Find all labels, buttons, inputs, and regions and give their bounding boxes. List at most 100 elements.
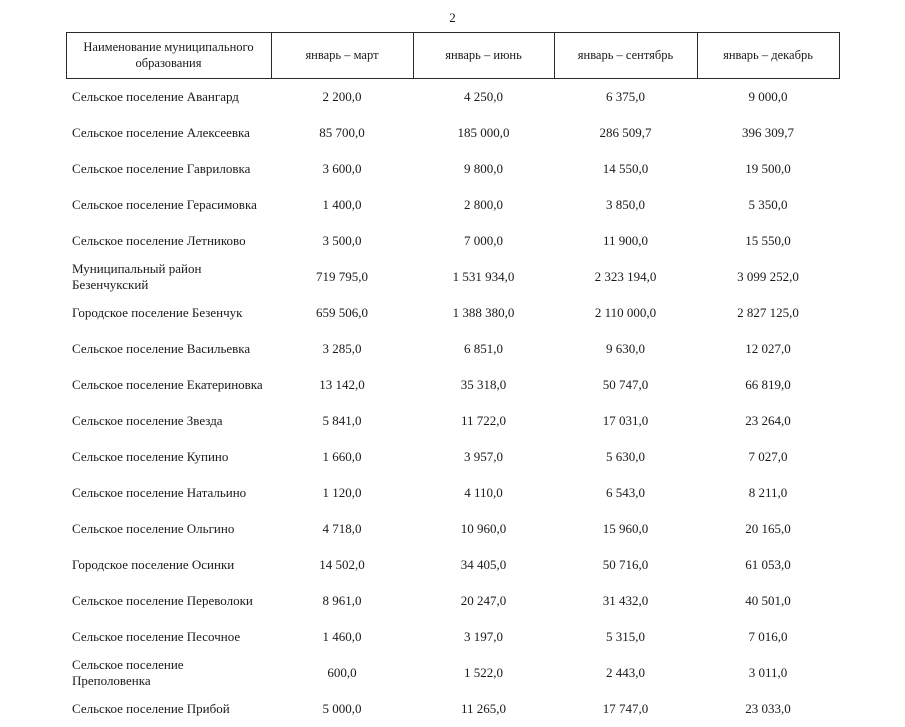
value-cell: 7 000,0 <box>464 233 503 249</box>
table-row: Сельское поселение Купино 1 660,0 3 957,0 5… <box>66 439 839 475</box>
value-cell: 3 285,0 <box>322 341 362 357</box>
value-cell: 50 716,0 <box>602 557 649 573</box>
table-row: Сельское поселение Гавриловка 3 600,0 9 80… <box>66 151 839 187</box>
value-cell: 50 747,0 <box>602 377 649 393</box>
value-cell: 1 660,0 <box>322 449 362 465</box>
value-cell: 23 264,0 <box>745 413 791 429</box>
value-cell: 15 550,0 <box>745 233 791 249</box>
table-row: Муниципальный район Безенчукский 719 795,… <box>66 259 839 295</box>
value-cell: 35 318,0 <box>460 377 507 393</box>
value-cell: 2 443,0 <box>606 665 645 681</box>
municipality-name-cell: Сельское поселение Авангард <box>72 89 239 105</box>
value-cell: 2 800,0 <box>464 197 503 213</box>
value-cell: 6 851,0 <box>464 341 503 357</box>
table-row: Сельское поселение Преполовенка 600,0 1 52… <box>66 655 839 691</box>
table-header: Наименование муниципального образования … <box>65 31 840 80</box>
value-cell: 719 795,0 <box>316 269 368 285</box>
column-header-municipality: Наименование муниципального образования <box>65 31 272 80</box>
value-cell: 8 211,0 <box>748 485 788 501</box>
table-row: Сельское поселение Герасимовка 1 400,0 2 8… <box>66 187 839 223</box>
value-cell: 1 522,0 <box>464 665 503 681</box>
value-cell: 13 142,0 <box>319 377 365 393</box>
table-row: Сельское поселение Екатериновка 13 142,0 3… <box>66 367 839 403</box>
municipality-name-cell: Сельское поселение Ольгино <box>72 521 235 537</box>
municipality-name-cell: Сельское поселение Екатериновка <box>72 377 263 393</box>
value-cell: 4 250,0 <box>464 89 503 105</box>
page-number: 2 <box>449 10 456 25</box>
municipality-name-cell: Сельское поселение Алексеевка <box>72 125 250 141</box>
value-cell: 3 099 252,0 <box>737 269 799 285</box>
value-cell: 2 110 000,0 <box>594 305 657 321</box>
value-cell: 396 309,7 <box>742 125 794 141</box>
value-cell: 3 600,0 <box>322 161 362 177</box>
value-cell: 659 506,0 <box>316 305 368 321</box>
table-row: Сельское поселение Васильевка 3 285,0 6 85… <box>66 331 839 367</box>
column-header-jan-dec: январь – декабрь <box>696 31 840 80</box>
value-cell: 12 027,0 <box>745 341 791 357</box>
municipality-name-cell: Сельское поселение Гавриловка <box>72 161 251 177</box>
value-cell: 2 323 194,0 <box>594 269 657 285</box>
municipality-name-cell: Сельское поселение Прибой <box>72 701 230 717</box>
table-row: Сельское поселение Прибой 5 000,0 11 265,0… <box>66 691 839 727</box>
municipality-name-cell: Сельское поселение Натальино <box>72 485 247 501</box>
value-cell: 8 961,0 <box>322 593 362 609</box>
municipality-name-cell: Сельское поселение Переволоки <box>72 593 253 609</box>
value-cell: 9 000,0 <box>748 89 788 105</box>
value-cell: 14 502,0 <box>319 557 365 573</box>
value-cell: 3 197,0 <box>464 629 503 645</box>
table-body: Сельское поселение Авангард 2 200,0 4 250,… <box>66 79 839 727</box>
value-cell: 286 509,7 <box>599 125 652 141</box>
table-header-row: Наименование муниципального образования … <box>65 31 840 80</box>
value-cell: 20 247,0 <box>460 593 507 609</box>
municipality-name-cell: Муниципальный район Безенчукский <box>72 261 202 293</box>
value-cell: 19 500,0 <box>745 161 791 177</box>
municipality-name-cell: Городское поселение Безенчук <box>72 305 243 321</box>
table-row: Сельское поселение Переволоки 8 961,0 20 2… <box>66 583 839 619</box>
value-cell: 2 827 125,0 <box>737 305 799 321</box>
column-header-jan-sep: январь – сентябрь <box>553 31 698 80</box>
municipality-name-cell: Сельское поселение Преполовенка <box>72 657 184 689</box>
value-cell: 34 405,0 <box>460 557 507 573</box>
value-cell: 66 819,0 <box>745 377 791 393</box>
document-page: { "page": { "number": "2" }, "table": { … <box>65 10 840 717</box>
municipality-name-cell: Сельское поселение Звезда <box>72 413 223 429</box>
municipality-name-cell: Сельское поселение Васильевка <box>72 341 251 357</box>
value-cell: 23 033,0 <box>745 701 791 717</box>
column-header-jan-mar: январь – март <box>270 31 414 80</box>
value-cell: 5 841,0 <box>322 413 362 429</box>
table-row: Сельское поселение Песочное 1 460,0 3 197,… <box>66 619 839 655</box>
table-row: Сельское поселение Ольгино 4 718,0 10 960,… <box>66 511 839 547</box>
municipality-name-cell: Сельское поселение Песочное <box>72 629 241 645</box>
value-cell: 11 265,0 <box>460 701 507 717</box>
municipality-name-cell: Сельское поселение Герасимовка <box>72 197 257 213</box>
value-cell: 5 350,0 <box>748 197 788 213</box>
table-row: Городское поселение Безенчук 659 506,0 1 3… <box>66 295 839 331</box>
value-cell: 3 957,0 <box>464 449 503 465</box>
value-cell: 9 800,0 <box>464 161 503 177</box>
table-row: Городское поселение Осинки 14 502,0 34 405… <box>66 547 839 583</box>
value-cell: 14 550,0 <box>602 161 649 177</box>
value-cell: 1 460,0 <box>322 629 362 645</box>
value-cell: 2 200,0 <box>322 89 362 105</box>
municipality-name-cell: Городское поселение Осинки <box>72 557 235 573</box>
value-cell: 1 388 380,0 <box>452 305 515 321</box>
value-cell: 40 501,0 <box>745 593 791 609</box>
table-row: Сельское поселение Алексеевка 85 700,0 185… <box>66 115 839 151</box>
value-cell: 11 722,0 <box>460 413 507 429</box>
value-cell: 5 630,0 <box>606 449 645 465</box>
value-cell: 7 016,0 <box>748 629 788 645</box>
table-row: Сельское поселение Летниково 3 500,0 7 000… <box>66 223 839 259</box>
value-cell: 15 960,0 <box>602 521 649 537</box>
value-cell: 6 543,0 <box>606 485 645 501</box>
value-cell: 9 630,0 <box>606 341 645 357</box>
value-cell: 6 375,0 <box>606 89 645 105</box>
table-row: Сельское поселение Авангард 2 200,0 4 250,… <box>66 79 839 116</box>
municipal-budget-table: Наименование муниципального образования … <box>65 31 840 727</box>
municipality-name-cell: Сельское поселение Летниково <box>72 233 246 249</box>
value-cell: 1 400,0 <box>322 197 362 213</box>
value-cell: 1 120,0 <box>322 485 362 501</box>
municipality-name-cell: Сельское поселение Купино <box>72 449 229 465</box>
value-cell: 3 850,0 <box>606 197 645 213</box>
column-header-jan-jun: январь – июнь <box>412 31 555 80</box>
value-cell: 3 011,0 <box>748 665 788 681</box>
